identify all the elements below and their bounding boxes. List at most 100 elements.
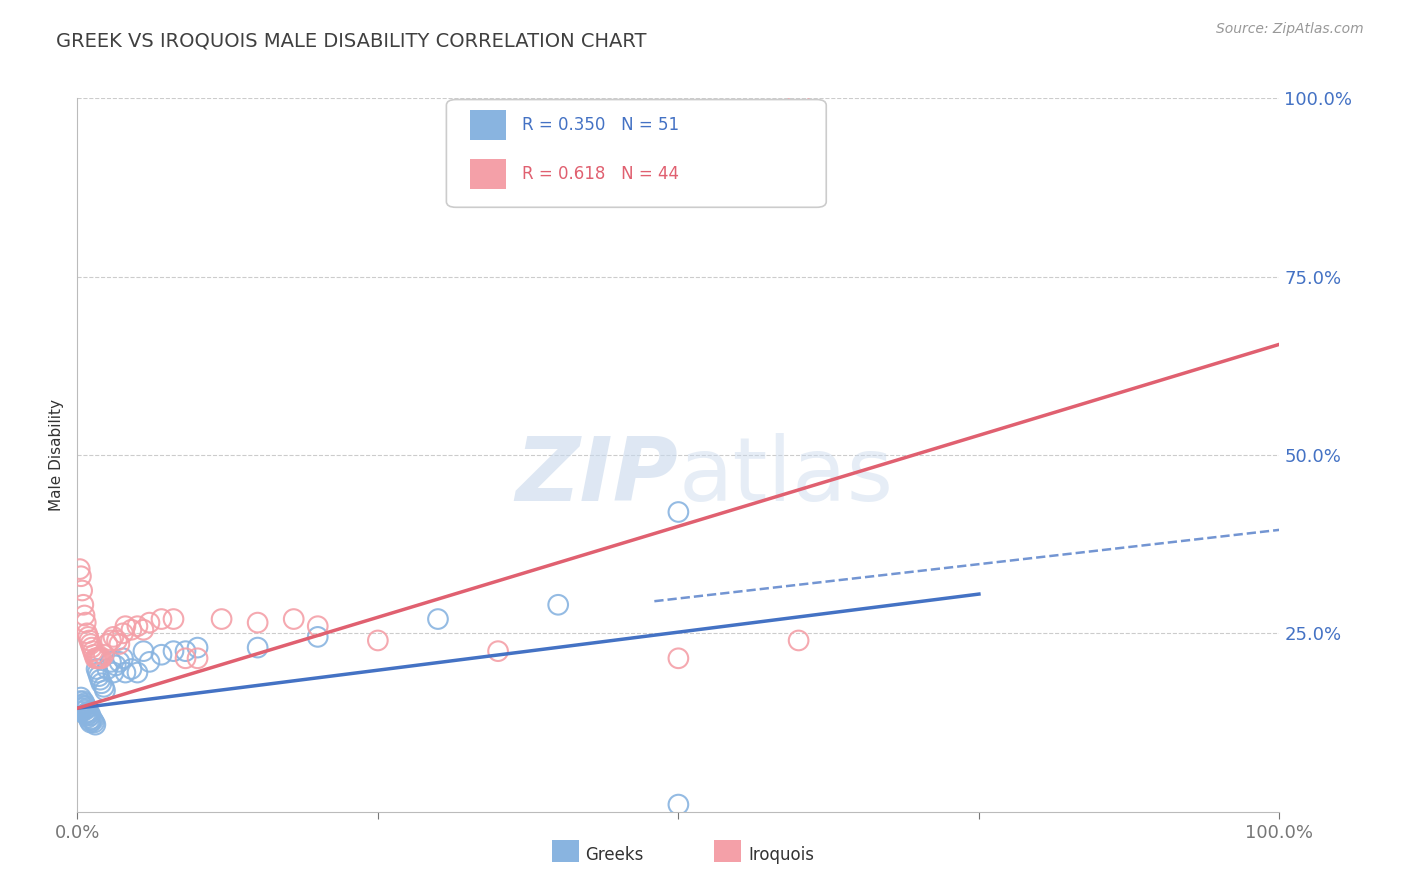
FancyBboxPatch shape (553, 839, 579, 862)
Point (127, 665, 149, 680)
Point (70, 569, 93, 583)
Point (111, 626, 134, 640)
Point (73, 696, 96, 710)
Point (84, 651, 107, 665)
FancyBboxPatch shape (471, 159, 506, 189)
Point (94, 683, 117, 698)
Point (103, 665, 125, 680)
Point (162, 644, 184, 658)
Point (246, 615, 269, 630)
Point (70, 583, 93, 598)
Point (668, 505, 690, 519)
Point (70, 701, 93, 715)
Point (104, 658, 127, 673)
Point (93, 680, 115, 694)
Point (79, 715, 101, 730)
Point (138, 655, 160, 669)
Point (75, 615, 97, 630)
Point (70, 690, 93, 705)
Point (132, 644, 155, 658)
Text: Iroquois: Iroquois (748, 846, 814, 863)
Point (108, 655, 131, 669)
Text: Greeks: Greeks (585, 846, 643, 863)
Y-axis label: Male Disability: Male Disability (49, 399, 65, 511)
Point (89, 673, 111, 687)
Point (79, 708, 101, 723)
Point (138, 615, 160, 630)
Text: GREEK VS IROQUOIS MALE DISABILITY CORRELATION CHART: GREEK VS IROQUOIS MALE DISABILITY CORREL… (56, 31, 647, 50)
Point (246, 640, 269, 655)
Point (70, 705, 93, 719)
Point (76, 701, 98, 715)
Point (75, 706, 97, 721)
Text: R = 0.618   N = 44: R = 0.618 N = 44 (522, 165, 679, 183)
Point (72, 694, 94, 708)
Point (93, 648, 115, 662)
Point (73, 703, 96, 717)
Point (127, 619, 149, 633)
Point (79, 706, 101, 721)
Point (73, 608, 96, 623)
Point (87, 665, 110, 680)
Point (86, 651, 108, 665)
Point (77, 710, 100, 724)
Point (70, 698, 93, 712)
Point (77, 705, 100, 719)
Point (486, 644, 509, 658)
Point (100, 655, 122, 669)
Point (668, 651, 690, 665)
Point (211, 612, 233, 626)
Point (89, 651, 111, 665)
Point (80, 712, 103, 726)
Point (120, 623, 142, 637)
Point (668, 797, 690, 812)
Point (307, 619, 329, 633)
Point (187, 640, 209, 655)
Point (132, 623, 155, 637)
Point (162, 612, 184, 626)
Point (80, 640, 103, 655)
Point (77, 630, 100, 644)
Point (87, 669, 110, 683)
Point (87, 651, 110, 665)
Point (96, 637, 118, 651)
Text: R = 0.350   N = 51: R = 0.350 N = 51 (522, 116, 679, 134)
Point (150, 612, 173, 626)
Point (111, 651, 134, 665)
Point (76, 626, 98, 640)
Point (86, 662, 108, 676)
Point (120, 662, 142, 676)
Point (108, 637, 131, 651)
Point (75, 699, 97, 714)
Point (69, 562, 91, 576)
Point (367, 633, 389, 648)
Point (76, 708, 98, 723)
Point (114, 619, 136, 633)
Point (69, 694, 91, 708)
Point (82, 644, 104, 658)
Point (83, 648, 105, 662)
Point (79, 714, 101, 728)
Point (174, 651, 197, 665)
Text: Source: ZipAtlas.com: Source: ZipAtlas.com (1216, 22, 1364, 37)
Point (787, 91, 810, 105)
Point (90, 651, 112, 665)
Point (103, 630, 125, 644)
Point (79, 637, 101, 651)
FancyBboxPatch shape (471, 110, 506, 139)
Point (87, 651, 110, 665)
Point (174, 644, 197, 658)
Point (150, 648, 173, 662)
Text: ZIP: ZIP (516, 433, 679, 520)
Point (307, 630, 329, 644)
Point (82, 714, 104, 728)
Point (187, 651, 209, 665)
Point (96, 662, 118, 676)
Point (90, 676, 112, 690)
Point (79, 633, 101, 648)
Point (547, 598, 569, 612)
Point (72, 598, 94, 612)
Point (72, 699, 94, 714)
Point (100, 633, 122, 648)
Point (84, 717, 107, 731)
